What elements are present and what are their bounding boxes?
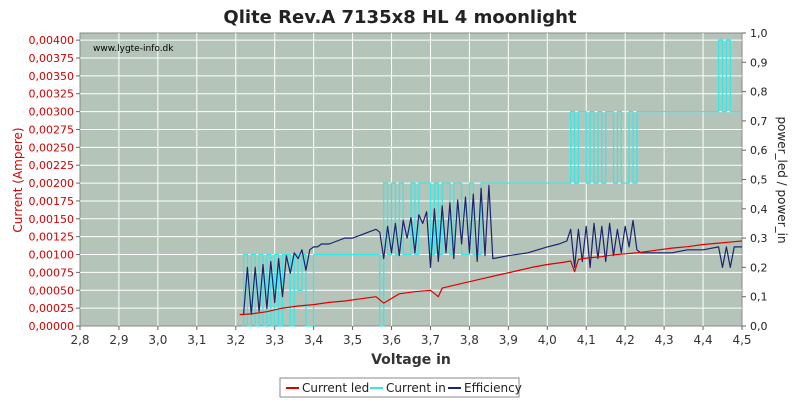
x-tick-label: 3,6 bbox=[382, 333, 401, 347]
x-axis-ticks: 2,8 2,9 3,0 3,1 3,2 3,3 3,4 3,5 3,6 3,7 3,8 3,9 4,0 4… bbox=[70, 326, 752, 347]
x-tick-label: 4,1 bbox=[577, 333, 596, 347]
y-tick-label-left: 0,00300 bbox=[29, 106, 75, 119]
x-tick-label: 2,9 bbox=[109, 333, 128, 347]
x-tick-label: 4,4 bbox=[694, 333, 713, 347]
y-tick-label-left: 0,00050 bbox=[29, 284, 75, 297]
y-tick-label-right: 0,8 bbox=[750, 86, 768, 99]
y-tick-label-left: 0,00250 bbox=[29, 141, 75, 154]
y-tick-label-left: 0,00125 bbox=[29, 231, 75, 244]
y-tick-label-left: 0,00025 bbox=[29, 302, 75, 315]
x-tick-label: 4,5 bbox=[732, 333, 751, 347]
x-tick-label: 3,7 bbox=[421, 333, 440, 347]
legend-box bbox=[279, 377, 520, 398]
x-tick-label: 4,2 bbox=[616, 333, 635, 347]
x-tick-label: 3,3 bbox=[265, 333, 284, 347]
y-tick-label-right: 0,0 bbox=[750, 320, 768, 333]
x-tick-label: 3,5 bbox=[343, 333, 362, 347]
x-tick-label: 3,2 bbox=[226, 333, 245, 347]
plot-area bbox=[79, 32, 743, 327]
x-tick-label: 2,8 bbox=[70, 333, 89, 347]
y-tick-label-right: 0,1 bbox=[750, 291, 768, 304]
legend: Current led Current in Efficiency bbox=[279, 377, 522, 398]
y-axis-left-label: Current (Ampere) bbox=[11, 127, 25, 232]
y-tick-label-left: 0,00150 bbox=[29, 213, 75, 226]
y-axis-left-ticks: 0,00000 0,00025 0,00050 0,00075 0,00100 0,001… bbox=[29, 34, 80, 333]
x-tick-label: 4,0 bbox=[538, 333, 557, 347]
watermark: www.lygte-info.dk bbox=[93, 44, 174, 54]
y-tick-label-left: 0,00200 bbox=[29, 177, 75, 190]
y-tick-label-right: 1,0 bbox=[750, 27, 768, 40]
chart-title: Qlite Rev.A 7135x8 HL 4 moonlight bbox=[223, 7, 577, 28]
y-tick-label-left: 0,00325 bbox=[29, 88, 75, 101]
y-tick-label-left: 0,00275 bbox=[29, 123, 75, 136]
x-tick-label: 4,3 bbox=[655, 333, 674, 347]
y-tick-label-right: 0,3 bbox=[750, 232, 768, 245]
y-tick-label-right: 0,9 bbox=[750, 56, 768, 69]
y-tick-label-left: 0,00000 bbox=[29, 320, 75, 333]
y-tick-label-left: 0,00175 bbox=[29, 195, 75, 208]
x-tick-label: 3,1 bbox=[187, 333, 206, 347]
y-tick-label-right: 0,5 bbox=[750, 174, 768, 187]
series-layer bbox=[239, 39, 743, 327]
x-tick-label: 3,9 bbox=[499, 333, 518, 347]
series-line-current-led bbox=[239, 240, 743, 316]
series-line-current-in bbox=[242, 39, 742, 327]
y-tick-label-left: 0,00375 bbox=[29, 52, 75, 65]
x-tick-label: 3,4 bbox=[304, 333, 323, 347]
y-tick-label-right: 0,6 bbox=[750, 144, 768, 157]
y-tick-label-left: 0,00075 bbox=[29, 266, 75, 279]
y-tick-label-right: 0,4 bbox=[750, 203, 768, 216]
y-tick-label-left: 0,00400 bbox=[29, 34, 75, 47]
x-tick-label: 3,0 bbox=[148, 333, 167, 347]
y-axis-right-ticks: 0,0 0,1 0,2 0,3 0,4 0,5 0,6 0,7 0,8 0,9 1,0 bbox=[742, 27, 768, 333]
y-tick-label-left: 0,00225 bbox=[29, 159, 75, 172]
legend-label-efficiency: Efficiency bbox=[464, 381, 522, 395]
series-line-efficiency bbox=[243, 184, 742, 315]
y-tick-label-left: 0,00350 bbox=[29, 70, 75, 83]
x-axis-label: Voltage in bbox=[371, 352, 451, 368]
y-tick-label-left: 0,00100 bbox=[29, 249, 75, 262]
legend-label-current-in: Current in bbox=[386, 381, 446, 395]
y-tick-label-right: 0,2 bbox=[750, 261, 768, 274]
y-tick-label-right: 0,7 bbox=[750, 115, 768, 128]
y-axis-right-label: power_led / power_in bbox=[775, 116, 789, 243]
x-tick-label: 3,8 bbox=[460, 333, 479, 347]
legend-label-current-led: Current led bbox=[302, 381, 369, 395]
